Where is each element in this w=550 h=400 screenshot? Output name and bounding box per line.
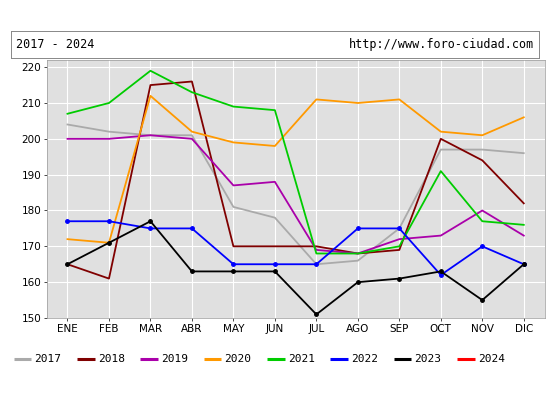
Text: 2019: 2019 [161, 354, 188, 364]
Text: 2024: 2024 [478, 354, 505, 364]
Text: 2021: 2021 [288, 354, 315, 364]
Text: 2017: 2017 [35, 354, 62, 364]
Text: 2023: 2023 [415, 354, 442, 364]
Text: Evolucion del paro registrado en Albinyana: Evolucion del paro registrado en Albinya… [118, 8, 432, 22]
Text: 2020: 2020 [224, 354, 251, 364]
Text: 2017 - 2024: 2017 - 2024 [16, 38, 95, 51]
Text: http://www.foro-ciudad.com: http://www.foro-ciudad.com [349, 38, 534, 51]
Text: 2022: 2022 [351, 354, 378, 364]
Text: 2018: 2018 [98, 354, 125, 364]
